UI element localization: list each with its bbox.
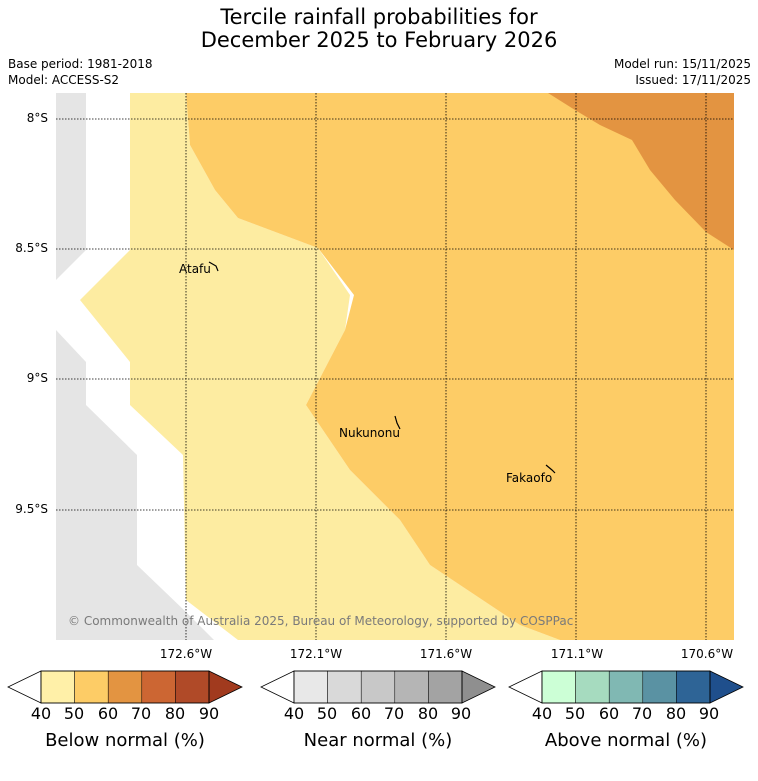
below-colorbar-max-extend [208,670,243,704]
near-tick: 60 [350,704,372,723]
near-colorbar-max-extend [461,670,496,704]
near-colorbar-min-extend [260,670,295,704]
prob-60-70-region [548,93,734,250]
near-colorbar-segment [394,670,429,704]
map-area [56,93,734,640]
above-colorbar-segment [642,670,677,704]
no-data-region-lower [56,330,214,640]
near-tick: 90 [450,704,472,723]
near-colorbar-segment [293,670,328,704]
below-tick: 40 [30,704,52,723]
above-tick: 40 [531,704,553,723]
below-colorbar-segment [74,670,109,704]
near-tick: 50 [316,704,338,723]
fakaofo-atoll-shape [545,464,556,474]
issued-date: Issued: 17/11/2025 [635,73,751,87]
near-colorbar-segment [428,670,463,704]
near-colorbar-segment [360,670,396,704]
near-colorbar-segment [327,670,362,704]
above-colorbar-segment [676,670,711,704]
prob-50-60-region [186,93,734,640]
model-name: Model: ACCESS-S2 [8,73,120,87]
below-colorbar-segment [40,670,75,704]
lat-label-9s: 9°S [26,371,48,385]
lon-label-171-1w: 171.1°W [550,647,604,661]
model-run: Model run: 15/11/2025 [613,57,751,71]
above-tick: 60 [598,704,620,723]
below-tick: 70 [130,704,152,723]
lat-label-9-5s: 9.5°S [15,502,48,516]
place-label-fakaofo: Fakaofo [506,471,553,485]
above-tick: 80 [665,704,687,723]
no-data-region [56,93,86,280]
below-colorbar-segment [107,670,143,704]
lon-label-170-6w: 170.6°W [680,647,734,661]
above-colorbar-segment [608,670,644,704]
lon-label-172-1w: 172.1°W [289,647,343,661]
above-colorbar-outline [541,670,711,704]
lon-label-171-6w: 171.6°W [419,647,473,661]
atafu-atoll-shape [208,261,219,272]
near-normal-label: Near normal (%) [303,730,453,751]
above-colorbar-max-extend [709,670,744,704]
lon-label-172-6w: 172.6°W [159,647,213,661]
below-tick: 80 [164,704,186,723]
below-colorbar-segment [175,670,210,704]
below-tick: 60 [97,704,119,723]
base-period: Base period: 1981-2018 [8,57,153,71]
below-normal-label: Below normal (%) [45,730,205,751]
below-colorbar-min-extend [7,670,42,704]
place-label-atafu: Atafu [179,262,211,276]
near-tick: 40 [283,704,305,723]
below-tick: 50 [63,704,85,723]
above-colorbar-segment [575,670,610,704]
colorbars [7,670,744,704]
prob-40-50-region [80,93,560,640]
graticule [56,93,734,640]
above-colorbar-min-extend [508,670,543,704]
below-colorbar-outline [40,670,210,704]
above-tick: 50 [564,704,586,723]
above-tick: 90 [698,704,720,723]
near-colorbar-outline [293,670,463,704]
lat-label-8s: 8°S [26,111,48,125]
below-tick: 90 [198,704,220,723]
above-colorbar-segment [541,670,576,704]
map-title-line2: December 2025 to February 2026 [200,28,558,52]
near-tick: 80 [417,704,439,723]
above-tick: 70 [631,704,653,723]
lat-label-8-5s: 8.5°S [15,241,48,255]
below-colorbar-segment [141,670,176,704]
map-title-line1: Tercile rainfall probabilities for [220,5,538,29]
near-tick: 70 [383,704,405,723]
copyright-notice: © Commonwealth of Australia 2025, Bureau… [68,614,574,628]
place-label-nukunonu: Nukunonu [339,426,400,440]
above-normal-label: Above normal (%) [544,730,708,751]
nukunonu-atoll-shape [394,415,401,430]
